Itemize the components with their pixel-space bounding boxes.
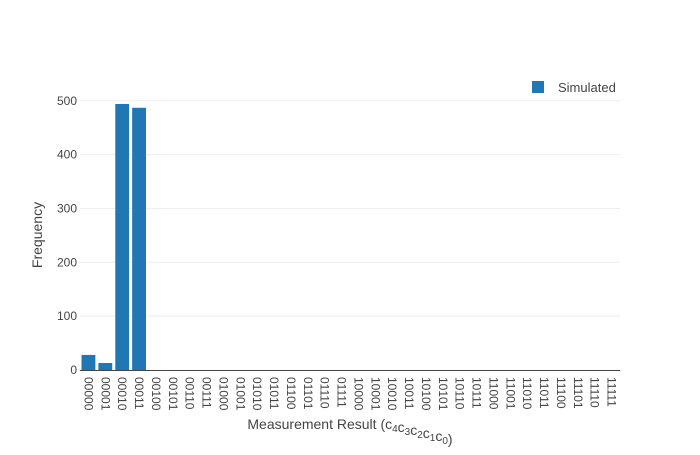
x-tick-label: 00010 (115, 377, 129, 411)
x-tick-label: 11110 (588, 377, 602, 408)
x-tick-label: 01111 (335, 377, 349, 408)
x-tick-label: 10001 (368, 377, 382, 411)
y-tick-label: 400 (57, 148, 77, 162)
bar-00010[interactable] (115, 104, 130, 370)
x-axis-title-subscript: 0 (442, 436, 448, 447)
x-tick-label: 01001 (233, 377, 247, 411)
legend-label-simulated: Simulated (558, 80, 616, 95)
x-axis-title: Measurement Result (c4c3c2c1c0) (247, 416, 452, 447)
bar-00001[interactable] (98, 363, 113, 370)
x-tick-label: 11001 (503, 377, 517, 410)
y-tick-label: 100 (57, 309, 77, 323)
x-tick-label: 10011 (402, 377, 416, 410)
x-tick-label: 00101 (166, 377, 180, 411)
x-tick-label: 10000 (351, 377, 365, 411)
x-axis-title-subscript: 1 (430, 433, 436, 444)
x-tick-label: 11010 (520, 377, 534, 410)
x-tick-label: 00110 (183, 377, 197, 410)
x-axis-title-part: Measurement Result (c (247, 416, 392, 432)
x-tick-label: 10111 (470, 377, 484, 409)
x-tick-label: 10101 (436, 377, 450, 411)
x-tick-label: 01000 (216, 377, 230, 411)
bar-00011[interactable] (132, 107, 146, 371)
x-tick-label: 01101 (301, 377, 315, 410)
x-tick-label: 00100 (149, 377, 163, 411)
y-tick-label: 300 (57, 201, 77, 215)
x-tick-label: 01011 (267, 377, 281, 410)
x-tick-label: 11000 (486, 377, 500, 410)
x-tick-label: 01100 (284, 377, 298, 410)
x-axis-title-part: c (435, 428, 442, 444)
x-axis-title-subscript: 4 (392, 424, 398, 435)
x-axis-title-part: c (423, 425, 430, 441)
y-tick-label: 0 (70, 363, 77, 377)
x-tick-label: 10010 (385, 377, 399, 411)
x-tick-labels: 00000 00001 00010 00011 00100 00101 00110 00111… (81, 377, 618, 411)
legend-swatch-simulated (532, 81, 544, 93)
y-tick-label: 500 (57, 94, 77, 108)
y-tick-labels: 0 100 200 300 400 500 (57, 94, 77, 377)
x-tick-label: 00011 (132, 377, 146, 410)
x-tick-label: 01010 (250, 377, 264, 411)
x-axis-title-subscript: 2 (417, 430, 423, 441)
x-tick-label: 00000 (81, 377, 95, 411)
x-tick-label: 11100 (554, 377, 568, 409)
x-axis-title-subscript: 3 (405, 427, 411, 438)
x-tick-label: 10110 (453, 377, 467, 410)
legend[interactable]: Simulated (532, 80, 616, 95)
x-tick-label: 01110 (318, 377, 332, 409)
x-tick-label: 11011 (537, 377, 551, 409)
x-tick-label: 10100 (419, 377, 433, 411)
y-tick-label: 200 (57, 255, 77, 269)
x-tick-label: 00001 (98, 377, 112, 411)
x-axis-title-part: ) (448, 431, 453, 447)
x-tick-label: 11111 (605, 377, 619, 407)
x-tick-label: 11101 (571, 377, 585, 409)
x-axis-title-part: c (410, 422, 417, 438)
x-axis-title-part: c (398, 419, 405, 435)
grid-lines (80, 100, 620, 317)
bar-00000[interactable] (81, 354, 96, 370)
y-axis-title: Frequency (29, 202, 45, 268)
bars (81, 104, 146, 371)
x-tick-label: 00111 (200, 377, 214, 409)
